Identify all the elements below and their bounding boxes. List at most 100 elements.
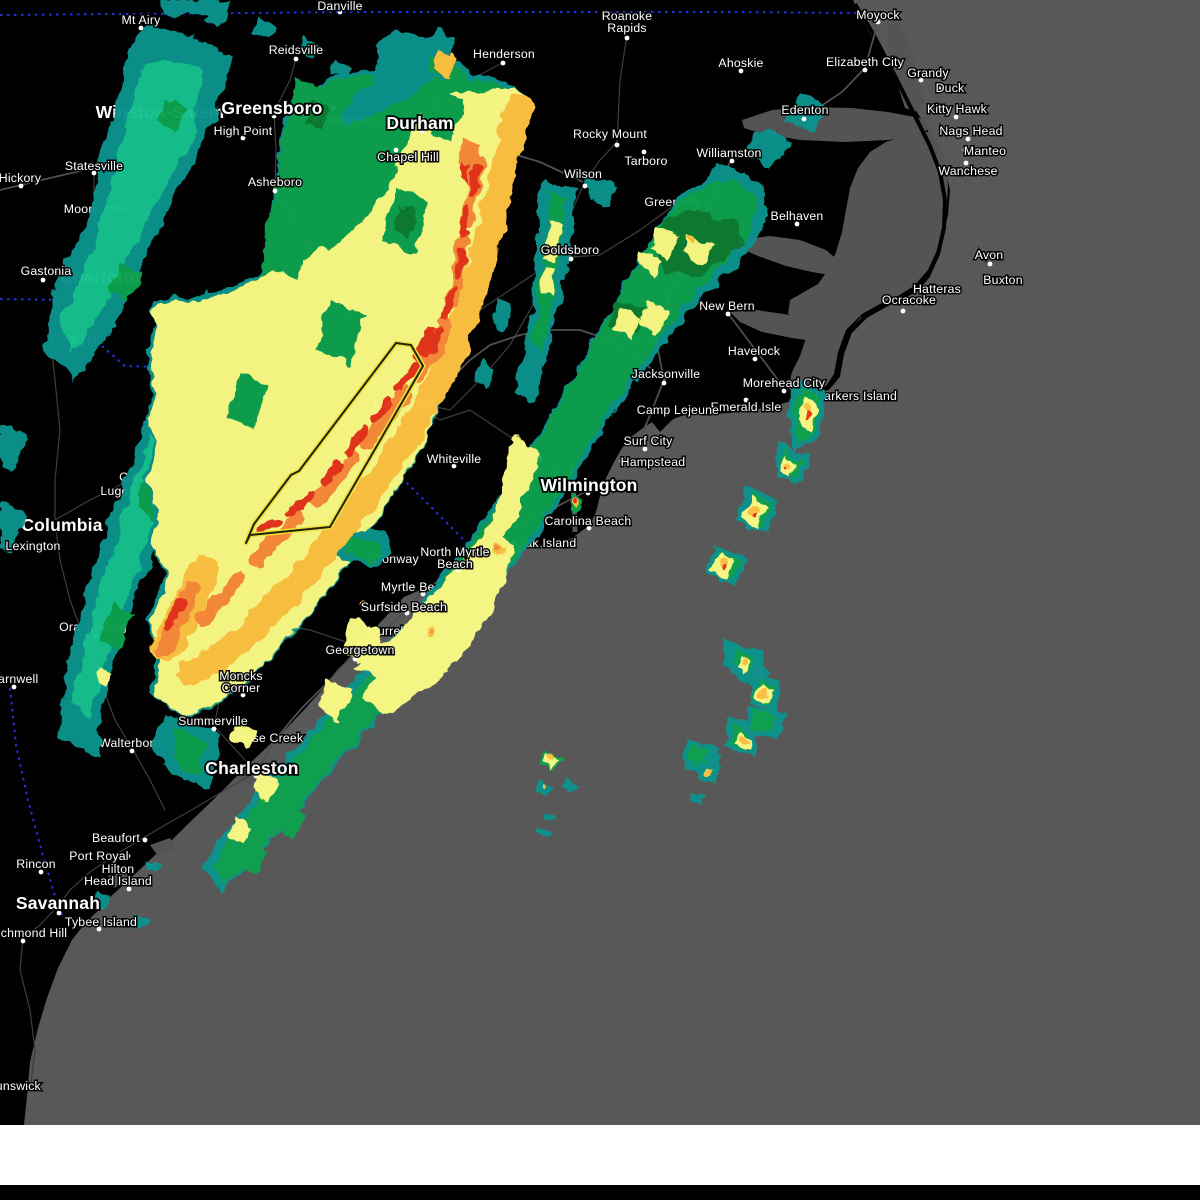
city-label-morehead-city: Morehead City [741,375,827,394]
city-name: High Point [214,124,273,138]
city-label-hatteras: Hatteras [911,281,962,298]
map-canvas[interactable]: Winston-SalemBurlingtonHigh PointGreenvi… [0,0,1200,1125]
city-label-walterboro: Walterboro [98,735,162,754]
city-label-asheboro: Asheboro [246,174,303,194]
city-dot [624,35,630,41]
city-name: Barnwell [0,672,38,686]
severe-warning-polygon-layer[interactable] [243,340,426,546]
radar-cell-green [276,800,305,840]
city-label-durham: Durham [385,111,456,135]
city-name: Morehead City [743,376,826,390]
city-dot [126,886,132,892]
city-name: Rocky Mount [573,127,647,141]
city-name: New Bern [699,299,755,313]
city-dot [253,773,259,779]
city-label-columbia: Columbia [20,513,105,537]
radar-core-gold [179,95,532,685]
radar-dab-red [573,498,579,504]
city-name: Reidsville [269,43,324,57]
city-name: Lexington [5,539,60,553]
city-label-rincon: Rincon [15,856,57,875]
radar-cell-teal [543,813,558,821]
city-label-reidsville: Reidsville [267,42,325,62]
city-name: Moncks [219,669,263,683]
radar-cell-yellow [545,222,561,264]
city-name: Tarboro [624,154,667,168]
city-name: Charleston [205,758,298,778]
city-name: Tybee Island [65,915,137,929]
city-dot [393,147,399,153]
city-name: Buxton [983,273,1022,287]
city-name: Statesville [65,159,123,173]
city-label-ahoskie: Ahoskie [717,55,765,74]
city-dot [11,684,17,690]
city-label-grandy: Grandy [906,65,951,83]
city-dot [142,837,148,843]
road [726,311,785,389]
city-name: Mt Airy [122,13,162,27]
city-label-hickory: Hickory [0,170,43,189]
city-name: Richmond Hill [0,926,67,940]
city-label-surf-city: Surf City [622,433,674,452]
city-name: North Myrtle [420,545,489,559]
outer-banks-barrier-islands [663,2,948,422]
city-dot [585,490,591,496]
city-label-wilmington: Wilmington [539,473,640,497]
city-name: Avon [975,248,1004,262]
weather-radar-map[interactable]: Winston-SalemBurlingtonHigh PointGreenvi… [0,0,1200,1125]
city-name: Beach [437,557,473,571]
radar-cell-yellow [231,722,256,749]
radar-cell-green [226,372,268,430]
city-name: Port Royal [69,849,128,863]
city-name: Manteo [964,144,1006,158]
city-dot [875,19,881,25]
radar-cell-green [108,262,140,302]
radar-cell-teal [584,176,618,204]
radar-cell-teal [474,360,496,390]
city-name: Hampstead [621,455,686,469]
radar-cell-yellow [636,250,664,278]
city-dot [96,926,102,932]
city-dot [271,113,277,119]
warning-polygon-inner-line [245,342,424,544]
radar-cell-teal [374,30,428,96]
city-name: Belhaven [771,209,824,223]
radar-cell-teal [130,911,149,929]
city-label-mt-airy: Mt Airy [120,12,162,31]
radar-precipitation-layer [0,0,832,929]
city-dot [568,256,574,262]
city-dot [985,277,991,283]
city-label-moyock: Moyock [855,7,902,25]
city-name: Camp Lejeune [637,403,719,417]
city-dot [918,77,924,83]
city-name: Chapel Hill [377,150,439,164]
city-name: Brunswick [0,1079,42,1093]
city-dot [641,149,647,155]
city-dot [956,287,962,293]
city-name: Columbia [21,515,102,535]
city-name: Williamston [696,146,761,160]
city-label-buxton: Buxton [982,272,1024,289]
city-name: Surf City [624,434,674,448]
radar-cell-yellow [146,88,530,716]
radar-dab-red [721,563,727,569]
city-label-duck: Duck [934,80,966,97]
radar-cell-yellow [253,770,278,801]
city-dot [129,748,135,754]
radar-dab-red [786,464,790,468]
radar-cell-yellow [228,816,252,846]
city-label-elizabeth-city: Elizabeth City [825,54,906,73]
city-label-gastonia: Gastonia [19,263,73,283]
city-dot [743,397,749,403]
radar-cell-teal [690,791,706,806]
city-dot [953,114,959,120]
radar-cell-green [346,534,384,562]
city-name: Havelock [728,344,781,358]
radar-cell-yellow [342,616,382,668]
city-label-nags-head: Nags Head [938,123,1004,142]
city-dot [963,160,969,166]
sound-water [738,236,840,276]
radar-cell-yellow [543,753,560,767]
